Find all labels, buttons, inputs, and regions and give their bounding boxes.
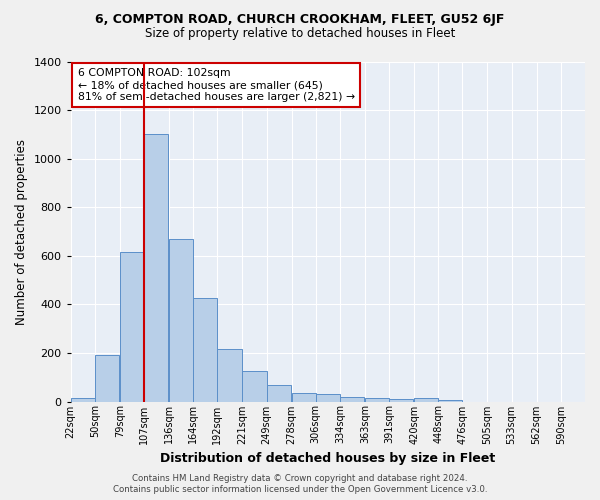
Bar — [144, 134, 168, 402]
Text: Contains HM Land Registry data © Crown copyright and database right 2024.
Contai: Contains HM Land Registry data © Crown c… — [113, 474, 487, 494]
Text: Size of property relative to detached houses in Fleet: Size of property relative to detached ho… — [145, 28, 455, 40]
Text: 6 COMPTON ROAD: 102sqm
← 18% of detached houses are smaller (645)
81% of semi-de: 6 COMPTON ROAD: 102sqm ← 18% of detached… — [77, 68, 355, 102]
Bar — [242, 371, 266, 402]
Bar — [389, 400, 413, 402]
Bar — [95, 356, 119, 402]
Bar — [120, 252, 144, 402]
Bar — [414, 398, 439, 402]
Bar — [439, 400, 463, 402]
Bar — [193, 298, 217, 402]
Bar — [266, 384, 291, 402]
Bar — [316, 394, 340, 402]
Bar — [292, 394, 316, 402]
Bar — [217, 350, 242, 402]
X-axis label: Distribution of detached houses by size in Fleet: Distribution of detached houses by size … — [160, 452, 496, 465]
Bar — [71, 398, 95, 402]
Bar — [340, 397, 364, 402]
Text: 6, COMPTON ROAD, CHURCH CROOKHAM, FLEET, GU52 6JF: 6, COMPTON ROAD, CHURCH CROOKHAM, FLEET,… — [95, 12, 505, 26]
Y-axis label: Number of detached properties: Number of detached properties — [15, 138, 28, 324]
Bar — [169, 239, 193, 402]
Bar — [365, 398, 389, 402]
